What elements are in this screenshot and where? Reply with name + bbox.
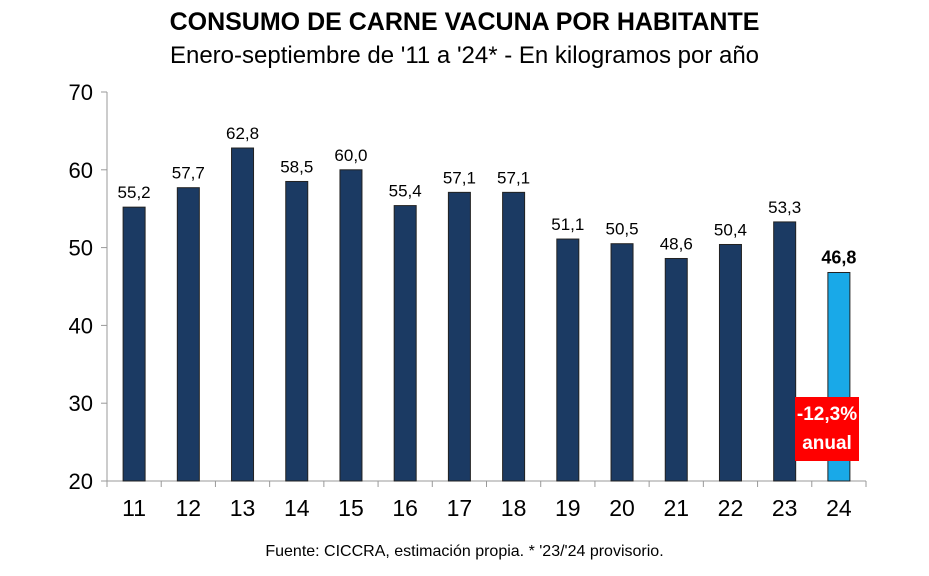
data-label-17: 57,1: [443, 168, 476, 187]
bar-12: [176, 187, 200, 482]
chart-subtitle: Enero-septiembre de '11 a '24* - En kilo…: [169, 42, 760, 69]
data-label-14: 58,5: [280, 157, 313, 176]
data-label-22: 50,4: [714, 220, 747, 239]
data-label-24: 46,8: [821, 247, 856, 267]
bar-23: [773, 221, 797, 482]
x-tick-label: 18: [501, 495, 527, 521]
data-label-23: 53,3: [768, 198, 801, 217]
y-tick-label: 40: [69, 313, 93, 338]
bar-15: [339, 169, 363, 482]
bar-21: [664, 257, 688, 482]
y-tick-label: 60: [69, 158, 93, 183]
source-note: Fuente: CICCRA, estimación propia. * '23…: [265, 543, 664, 560]
x-tick-label: 13: [230, 495, 256, 521]
x-tick-label: 23: [772, 495, 798, 521]
bar-20: [610, 243, 634, 482]
data-label-11: 55,2: [118, 183, 151, 202]
bar-16: [393, 205, 417, 482]
x-tick-label: 17: [447, 495, 473, 521]
bar-17: [447, 191, 471, 482]
bar-14: [285, 180, 309, 482]
bar-13: [231, 147, 255, 482]
x-tick-label: 15: [338, 495, 364, 521]
data-label-19: 51,1: [551, 215, 584, 234]
data-label-16: 55,4: [389, 182, 422, 201]
data-label-21: 48,6: [660, 234, 693, 253]
x-tick-label: 11: [122, 495, 146, 521]
data-label-13: 62,8: [226, 124, 259, 143]
x-tick-label: 21: [663, 495, 689, 521]
x-tick-label: 20: [609, 495, 635, 521]
chart-title: CONSUMO DE CARNE VACUNA POR HABITANTE: [169, 8, 760, 36]
annotation-label: anual: [802, 433, 852, 454]
data-label-18: 57,1: [497, 168, 530, 187]
bar-22: [718, 243, 742, 482]
x-tick-label: 24: [826, 495, 852, 521]
x-tick-label: 14: [284, 495, 310, 521]
x-tick-label: 22: [718, 495, 744, 521]
x-tick-label: 19: [555, 495, 581, 521]
x-tick-label: 16: [392, 495, 418, 521]
change-annotation: -12,3% anual: [795, 397, 859, 461]
data-label-12: 57,7: [172, 164, 205, 183]
bar-11: [122, 206, 146, 482]
bar-19: [556, 238, 580, 482]
y-tick-label: 70: [69, 80, 93, 105]
y-tick-label: 50: [69, 236, 93, 261]
bar-18: [502, 191, 526, 482]
data-label-15: 60,0: [334, 146, 367, 165]
annotation-percent: -12,3%: [796, 404, 858, 425]
y-tick-label: 20: [69, 469, 93, 494]
data-label-20: 50,5: [605, 220, 638, 239]
y-tick-label: 30: [69, 391, 93, 416]
x-tick-label: 12: [176, 495, 202, 521]
